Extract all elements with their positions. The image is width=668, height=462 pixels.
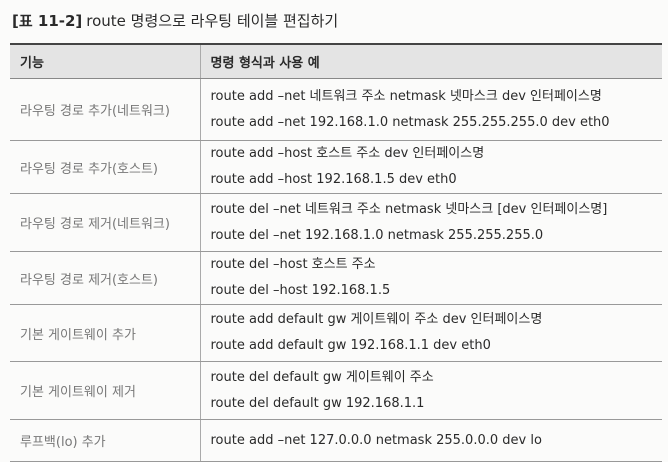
caption-text: route 명령으로 라우팅 테이블 편집하기 (86, 12, 339, 30)
table: 기능 명령 형식과 사용 예 라우팅 경로 추가(네트워크) route add … (10, 43, 662, 462)
function-cell: 라우팅 경로 제거(호스트) (10, 251, 201, 305)
command-line: route add –net 네트워크 주소 netmask 넷마스크 dev … (210, 88, 602, 104)
command-line: route del –net 네트워크 주소 netmask 넷마스크 [dev… (210, 201, 608, 217)
command-cell: route add default gw 게이트웨이 주소 dev 인터페이스명… (200, 304, 662, 362)
header-cell: 명령 형식과 사용 예 (200, 43, 662, 79)
function-cell: 라우팅 경로 추가(네트워크) (10, 78, 201, 141)
command-line: route del –host 호스트 주소 (210, 257, 376, 272)
caption-label: [표 11-2] (12, 12, 83, 30)
row: 기본 게이트웨이 제거 route del default gw 게이트웨이 주소… (10, 361, 662, 420)
row: 루프백(lo) 추가 route add –net 127.0.0.0 netma… (10, 419, 662, 462)
caption: [표 11-2] route 명령으로 라우팅 테이블 편집하기 (12, 10, 338, 31)
row: 기본 게이트웨이 추가 route add default gw 게이트웨이 주소… (10, 304, 662, 362)
function-cell: 라우팅 경로 제거(네트워크) (10, 193, 201, 252)
command-cell: route del –host 호스트 주소 route del –host 19… (200, 251, 662, 305)
function-cell: 루프백(lo) 추가 (10, 419, 201, 462)
command-cell: route add –host 호스트 주소 dev 인터페이스명 route a… (200, 140, 662, 194)
command-line: route add default gw 192.168.1.1 dev eth… (210, 338, 491, 353)
command-line: route del –net 192.168.1.0 netmask 255.2… (210, 227, 544, 243)
row: 라우팅 경로 제거(네트워크) route del –net 네트워크 주소 ne… (10, 193, 662, 252)
command-line: route add –host 호스트 주소 dev 인터페이스명 (210, 146, 485, 161)
command-cell: route add –net 네트워크 주소 netmask 넷마스크 dev … (200, 78, 662, 141)
command-line: route add –net 192.168.1.0 netmask 255.2… (210, 114, 610, 130)
function-cell: 기본 게이트웨이 제거 (10, 361, 201, 420)
row: 라우팅 경로 제거(호스트) route del –host 호스트 주소 rout… (10, 251, 662, 305)
command-line: route add –host 192.168.1.5 dev eth0 (210, 172, 457, 187)
command-cell: route del default gw 게이트웨이 주소 route del d… (200, 361, 662, 420)
command-cell: route del –net 네트워크 주소 netmask 넷마스크 [dev… (200, 193, 662, 252)
header-row: 기능 명령 형식과 사용 예 (10, 43, 662, 79)
command-line: route del default gw 게이트웨이 주소 (210, 369, 434, 385)
command-line: route del default gw 192.168.1.1 (210, 395, 425, 411)
command-line: route add –net 127.0.0.0 netmask 255.0.0… (210, 432, 542, 448)
header-cell: 기능 (10, 43, 201, 79)
command-line: route del –host 192.168.1.5 (210, 283, 391, 298)
function-cell: 라우팅 경로 추가(호스트) (10, 140, 201, 194)
function-cell: 기본 게이트웨이 추가 (10, 304, 201, 362)
row: 라우팅 경로 추가(네트워크) route add –net 네트워크 주소 ne… (10, 78, 662, 141)
row: 라우팅 경로 추가(호스트) route add –host 호스트 주소 dev… (10, 140, 662, 194)
command-cell: route add –net 127.0.0.0 netmask 255.0.0… (200, 419, 662, 462)
command-line: route add default gw 게이트웨이 주소 dev 인터페이스명 (210, 312, 543, 327)
